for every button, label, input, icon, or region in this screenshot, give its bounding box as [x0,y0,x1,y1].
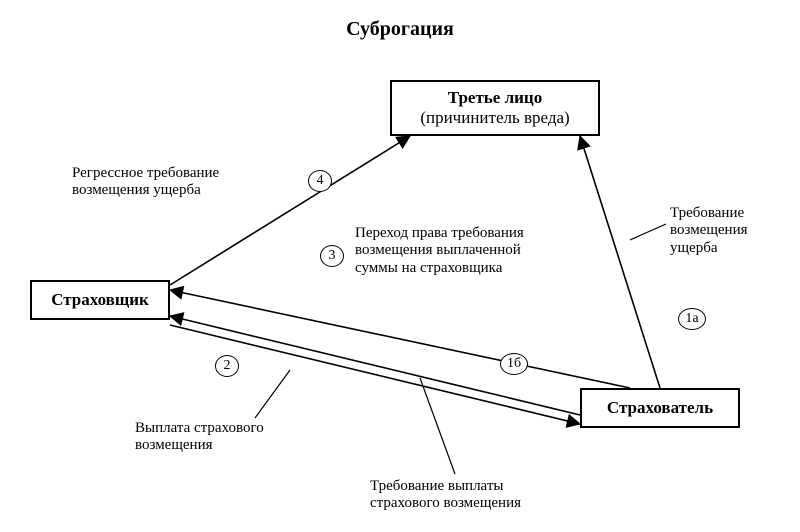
diagram-title: Суброгация [0,18,800,41]
node-insured: Страхователь [580,388,740,428]
edge-marker-4: 4 [308,170,332,192]
node-insurer-title: Страховщик [51,290,149,310]
node-third-party-subtitle: (причинитель вреда) [420,108,569,128]
edge-label-4: Регрессное требование возмещения ущерба [72,165,219,200]
leader-e2 [255,370,290,418]
node-insured-title: Страхователь [607,398,713,418]
edge-label-3: Переход права требования возмещения выпл… [355,225,524,277]
edge-marker-1b: 1б [500,353,528,375]
edge-label-2: Выплата страхового возмещения [135,420,264,455]
node-third-party: Третье лицо (причинитель вреда) [390,80,600,136]
edge-3 [170,290,630,388]
edge-1a [580,136,660,388]
edge-marker-1a: 1а [678,308,706,330]
leader-e1a [630,224,666,240]
edge-marker-2: 2 [215,355,239,377]
edge-marker-3: 3 [320,245,344,267]
diagram-canvas: Суброгация Третье лицо (причинитель вред… [0,0,800,532]
node-insurer: Страховщик [30,280,170,320]
edge-label-1b: Требование выплаты страхового возмещения [370,478,521,513]
edge-label-1a: Требование возмещения ущерба [670,205,748,257]
leader-e1b [420,378,455,474]
node-third-party-title: Третье лицо [448,88,542,108]
